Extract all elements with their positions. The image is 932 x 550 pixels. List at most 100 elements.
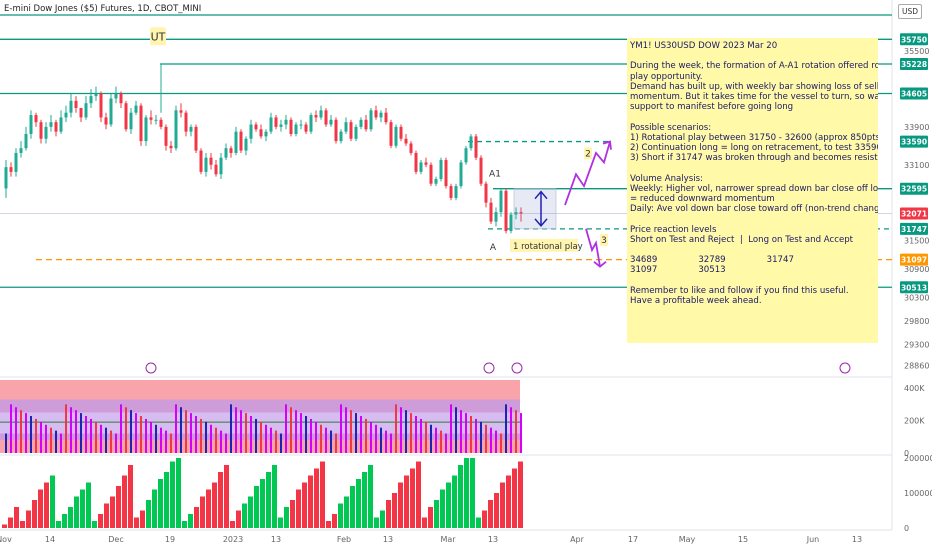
time-tick-label: 13 (852, 535, 862, 544)
volume-bar (330, 430, 332, 453)
volume-bar (235, 407, 237, 453)
note-line (630, 163, 875, 173)
candle-body (499, 190, 503, 213)
candle-body (149, 117, 153, 120)
volume-bar (120, 404, 122, 453)
histogram-bar (152, 489, 157, 528)
volume-bar (45, 424, 47, 453)
candle-body (449, 186, 453, 198)
time-tick-label: 2023 (223, 535, 243, 544)
candle-body (74, 100, 78, 108)
price-tick-label: 31500 (904, 237, 929, 246)
rotation-arrow-head (534, 190, 548, 200)
histogram-bar (470, 458, 475, 528)
histogram-bar (356, 479, 361, 528)
candle-body (474, 136, 478, 158)
histogram-bar (284, 507, 289, 528)
candle-body (429, 164, 433, 184)
price-tick-label: 30900 (904, 265, 929, 274)
candle-body (314, 115, 318, 118)
histogram-bar (326, 521, 331, 528)
volume-bar (185, 410, 187, 453)
candle-body (229, 148, 233, 153)
histogram-bar (398, 482, 403, 528)
volume-bar (190, 413, 192, 453)
note-line: momentum. But it takes time for the vess… (630, 92, 878, 102)
volume-bar (215, 427, 217, 453)
volume-bar (505, 404, 507, 453)
volume-bar (20, 410, 22, 453)
candle-body (284, 119, 288, 125)
volume-bar (495, 430, 497, 453)
note-line: 34689 32789 31747 (630, 255, 794, 266)
histogram-bar (254, 486, 259, 528)
histogram-bar (26, 510, 31, 528)
candle-body (154, 119, 158, 121)
scenario-2-badge (584, 147, 592, 160)
histogram-bar (14, 507, 19, 528)
time-tick-label: May (679, 535, 696, 544)
candle-body (59, 117, 63, 132)
rotational-label-bg (510, 238, 578, 252)
candle-body (169, 145, 173, 149)
time-tick-label: 15 (738, 535, 748, 544)
note-line (630, 245, 875, 255)
volume-bar (180, 407, 182, 453)
candle-body (109, 98, 113, 125)
price-tick-label: 35500 (904, 47, 929, 56)
note-line: Have a profitable week ahead. (630, 295, 762, 306)
histogram-bar (176, 458, 181, 528)
price-tick-label: 29300 (904, 341, 929, 350)
histogram-bar (56, 521, 61, 528)
volume-bar (210, 424, 212, 453)
volume-tick-label: 0 (904, 449, 909, 458)
time-tick-label: Jun (806, 535, 820, 544)
histogram-bar (134, 517, 139, 528)
volume-bar (490, 427, 492, 453)
chart-title: E-mini Dow Jones ($5) Futures, 1D, CBOT_… (4, 4, 202, 14)
histogram-bar (374, 517, 379, 528)
volume-bar (25, 413, 27, 453)
candle-body (94, 93, 98, 97)
histogram-bar (380, 510, 385, 528)
event-marker-icon (839, 362, 851, 374)
volume-bar (350, 410, 352, 453)
volume-bar (295, 410, 297, 453)
histogram-bar (68, 507, 73, 528)
histogram-bar (206, 489, 211, 528)
candle-body (44, 126, 48, 139)
histogram-bar (500, 482, 505, 528)
price-tick-label: 28860 (904, 362, 929, 371)
candle-body (409, 143, 413, 153)
level-label-box (900, 222, 928, 235)
candle-body (184, 112, 188, 132)
histogram-bar (410, 468, 415, 528)
ut-badge (150, 27, 166, 46)
note-line: 2) Continuation long = long on retraceme… (630, 143, 878, 153)
candle-body (464, 148, 468, 163)
volume-bar (130, 410, 132, 453)
histogram-bar (482, 510, 487, 528)
candle-body (299, 124, 303, 126)
volume-bar (60, 433, 62, 453)
volume-bar (200, 418, 202, 453)
histogram-bar (170, 461, 175, 528)
volume-bar (150, 421, 152, 453)
currency-button[interactable]: USD (898, 4, 922, 19)
level-label: 33590 (901, 138, 927, 147)
time-tick-label: 13 (271, 535, 281, 544)
note-line: Short on Test and Reject | Long on Test … (630, 234, 854, 245)
volume-bar (50, 427, 52, 453)
volume-bar (250, 416, 252, 453)
volume-bar (510, 407, 512, 453)
note-line: YM1! US30USD DOW 2023 Mar 20 (630, 41, 778, 51)
candle-body (419, 162, 423, 172)
level-label-box (900, 33, 928, 46)
histogram-bar (440, 489, 445, 528)
candle-body (304, 124, 308, 132)
histogram-bar (488, 500, 493, 528)
candle-body (264, 131, 268, 137)
histogram-bar (98, 514, 103, 528)
histogram-bar (212, 482, 217, 528)
volume-bar (70, 407, 72, 453)
